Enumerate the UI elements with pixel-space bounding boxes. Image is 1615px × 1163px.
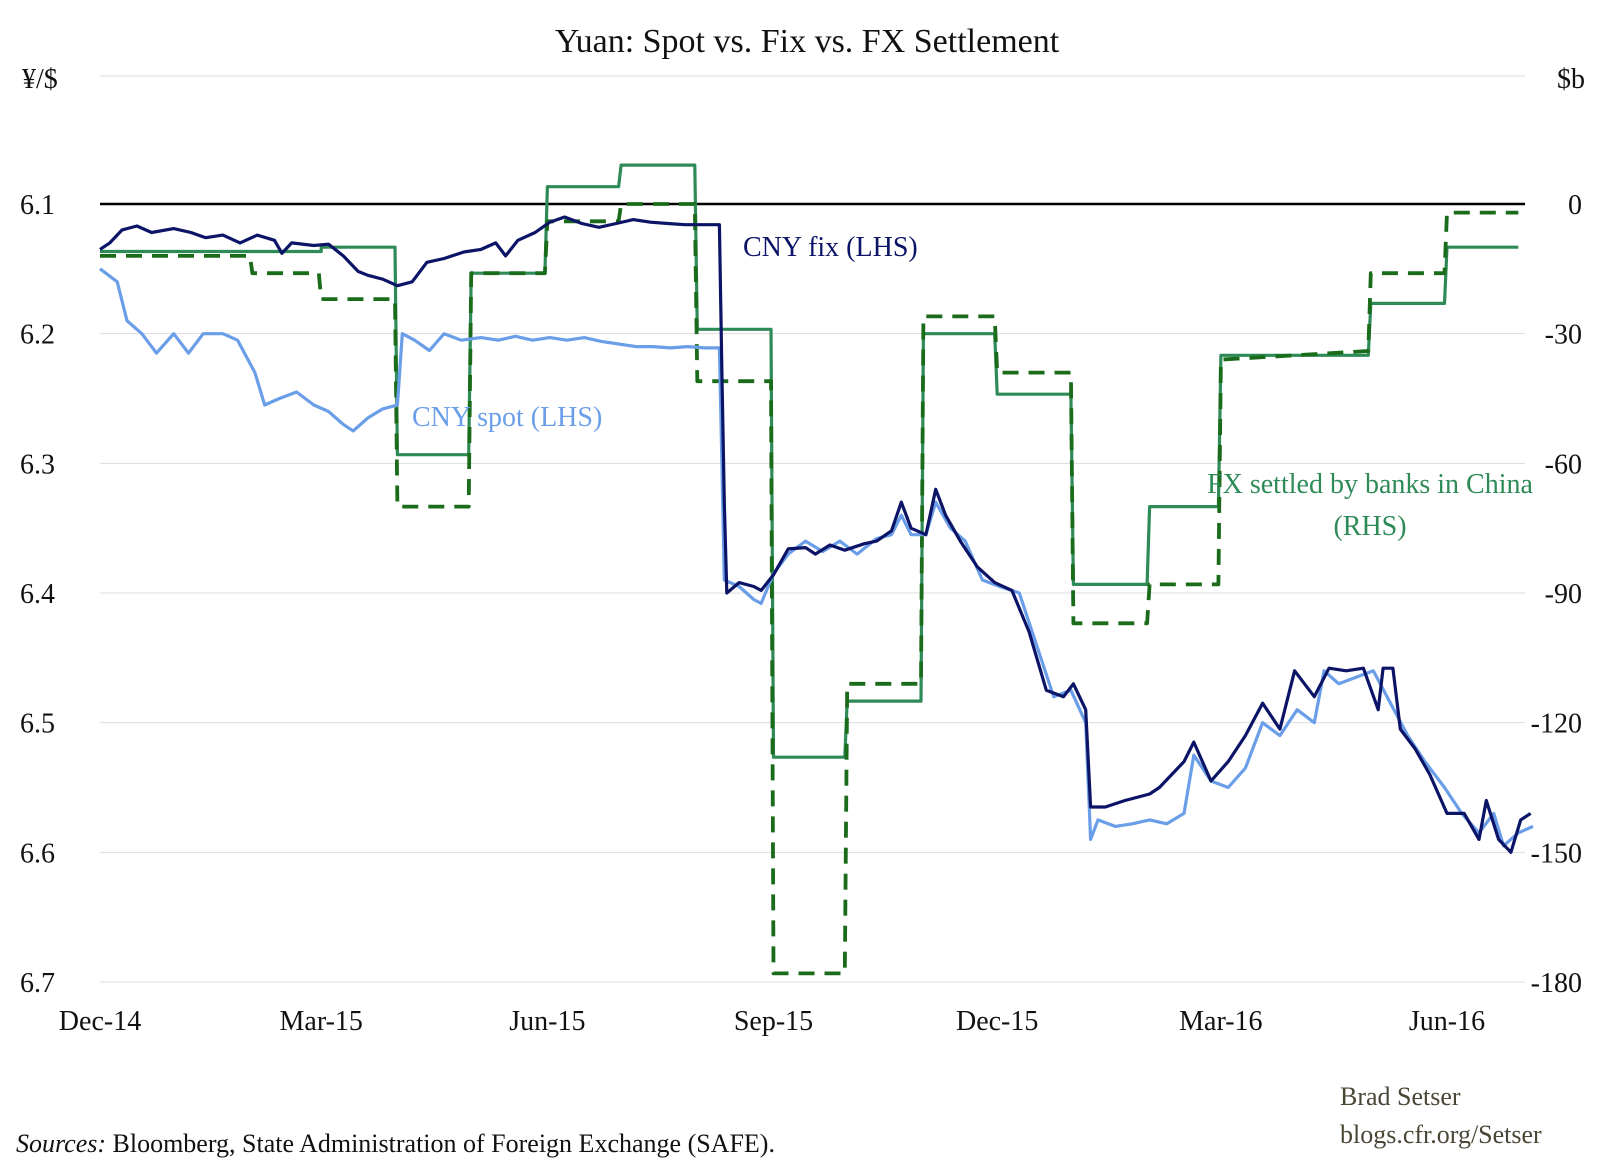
fix-series-label: CNY fix (LHS) xyxy=(743,232,918,263)
x-axis-ticks: Dec-14 Mar-15 Jun-15 Sep-15 Dec-15 Mar-16 Jun-… xyxy=(59,1006,1485,1037)
author-credit: Brad Setser xyxy=(1340,1082,1461,1111)
right-tick-label: -150 xyxy=(1531,838,1582,869)
right-axis-ticks: 0 -30 -60 -90 -120 -150 -180 xyxy=(1531,190,1582,999)
x-tick-label: Jun-15 xyxy=(509,1006,585,1037)
sources-text: Bloomberg, State Administration of Forei… xyxy=(106,1129,775,1158)
right-tick-label: -60 xyxy=(1545,449,1582,480)
left-tick-label: 6.4 xyxy=(20,579,55,610)
fx-series-label-line2: (RHS) xyxy=(1333,511,1406,542)
gridlines xyxy=(100,75,1525,983)
left-tick-label: 6.5 xyxy=(20,709,55,740)
x-tick-label: Sep-15 xyxy=(734,1006,813,1037)
right-tick-label: -30 xyxy=(1545,320,1582,351)
left-axis-ticks: 6.1 6.2 6.3 6.4 6.5 6.6 6.7 xyxy=(20,190,55,999)
x-tick-label: Mar-16 xyxy=(1179,1006,1262,1037)
right-tick-label: -120 xyxy=(1531,709,1582,740)
chart-title: Yuan: Spot vs. Fix vs. FX Settlement xyxy=(555,23,1060,60)
x-tick-label: Dec-15 xyxy=(956,1006,1038,1037)
right-axis-unit: $b xyxy=(1557,64,1585,95)
x-tick-label: Mar-15 xyxy=(280,1006,363,1037)
fx-series-label-line1: FX settled by banks in China xyxy=(1207,469,1533,500)
fx-settlement-dashed-line xyxy=(100,202,1519,976)
series-layer xyxy=(99,163,1534,976)
right-tick-label: -180 xyxy=(1531,968,1582,999)
sources-label: Sources: xyxy=(16,1129,106,1158)
site-credit: blogs.cfr.org/Setser xyxy=(1340,1120,1542,1149)
x-tick-label: Jun-16 xyxy=(1409,1006,1485,1037)
left-tick-label: 6.3 xyxy=(20,449,55,480)
left-tick-label: 6.2 xyxy=(20,320,55,351)
sources-note: Sources: Bloomberg, State Administration… xyxy=(16,1129,775,1158)
fix-line xyxy=(99,215,1532,854)
right-tick-label: -90 xyxy=(1545,579,1582,610)
left-tick-label: 6.6 xyxy=(20,838,55,869)
right-tick-label: 0 xyxy=(1568,190,1582,221)
x-tick-label: Dec-14 xyxy=(59,1006,141,1037)
left-tick-label: 6.1 xyxy=(20,190,55,221)
left-axis-unit: ¥/$ xyxy=(22,64,58,95)
spot-series-label: CNY spot (LHS) xyxy=(412,402,602,433)
left-tick-label: 6.7 xyxy=(20,968,55,999)
